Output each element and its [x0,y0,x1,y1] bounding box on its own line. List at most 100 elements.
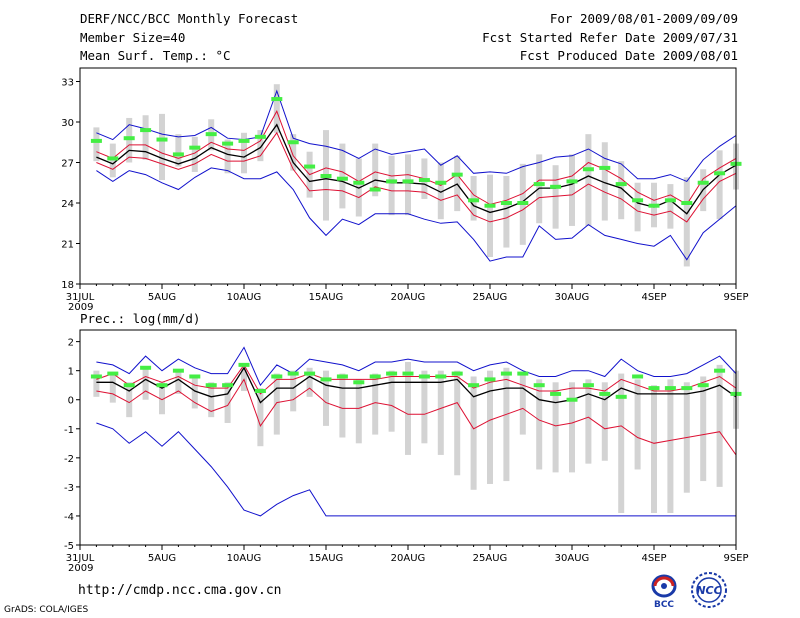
range-bar [241,132,247,174]
observation-bar [615,182,627,187]
y-tick-label: -2 [64,454,74,465]
range-bar [503,176,510,248]
range-bar [536,379,543,470]
observation-bar [599,391,611,396]
range-bar [552,382,559,473]
chart-panel-2: Prec.: log(mm/d) -5 -4 -3 -2 -1 0 1 2 31JUL 5AUG 10… [64,311,749,574]
y-tick-label: 2 [68,338,74,349]
x-tick-label: 15AUG [309,553,344,564]
observation-bar [304,164,316,169]
observation-bar [386,371,398,376]
x-tick-label: 31JUL [66,292,95,303]
range-bar [323,370,329,426]
observation-bar [550,184,562,189]
observation-bar [468,383,480,388]
range-bar [191,136,198,172]
range-bar [667,184,674,229]
range-bar [273,373,280,435]
range-bar [126,382,133,418]
observation-bar [484,203,496,208]
range-bar [503,367,510,482]
range-bar [175,370,182,394]
range-bar [208,382,215,418]
range-bar [306,367,313,397]
range-bar [618,373,625,514]
observation-bar [172,152,184,157]
range-bar [191,376,198,409]
website-url[interactable]: http://cmdp.ncc.cma.gov.cn [78,583,282,598]
range-bar [601,382,608,461]
observation-bar [189,145,201,150]
observation-bar [386,179,398,184]
range-bar [634,182,641,232]
observation-bar [271,97,283,102]
observation-bar [172,368,184,373]
observation-bar [615,394,627,399]
x-tick-label: 10AUG [227,553,262,564]
range-bar [651,385,657,514]
range-bar [470,376,477,490]
bcc-logo-text: BCC [654,600,674,609]
observation-bar [287,140,299,145]
range-bar [339,373,346,438]
range-bar [126,117,133,163]
observation-bar [632,198,644,203]
x-tick-label: 20AUG [391,553,426,564]
observation-bar [140,128,152,133]
observation-bar [468,198,480,203]
range-bar [421,370,428,444]
observation-bar [484,377,496,382]
range-bar [142,367,149,400]
observation-bar [90,138,102,143]
range-bar [601,142,608,221]
x-tick-label: 9SEP [723,292,748,303]
range-bar [339,143,346,209]
observation-bar [123,383,135,388]
observation-bar [107,371,119,376]
y-tick-label: 24 [61,199,74,210]
range-bar [487,370,493,484]
observation-bar [402,179,414,184]
range-bar [437,162,444,220]
observation-bar [648,203,660,208]
observation-bar [714,368,726,373]
observation-bar [287,371,299,376]
lower-spread-line [96,131,737,223]
member-size-label: Member Size=40 [80,30,186,45]
range-bar [388,155,395,216]
observation-bar [238,362,250,367]
observation-bar [418,178,430,183]
x-tick-label: 20AUG [391,292,426,303]
min-line [96,167,737,262]
x-year-label: 2009 [68,302,93,313]
observation-bar [418,374,430,379]
x-tick-label: 5AUG [148,553,176,564]
observation-bar [451,371,463,376]
range-bar [487,174,493,257]
range-bar [716,150,723,220]
x-tick-label: 4SEP [641,553,666,564]
chart-title: DERF/NCC/BCC Monthly Forecast [80,11,299,26]
range-bar [667,379,674,514]
observation-bar [451,172,463,177]
y-tick-label: 27 [61,159,74,170]
range-bar [109,143,116,178]
observation-bar [599,165,611,170]
range-bar [290,134,297,171]
forecast-start-date-label: Fcst Started Refer Date 2009/07/31 [482,30,738,45]
y-tick-label: 18 [61,280,74,291]
observation-bar [189,374,201,379]
range-bar [569,154,575,226]
chart-panel-1: 18 21 24 27 30 33 31JUL 5AUG 10AUG 15AUG 20AUG 25AU… [61,67,749,313]
y-tick-label: 30 [61,118,74,129]
observation-bar [681,386,693,391]
range-bar [290,370,297,412]
range-bar [437,370,444,455]
range-bar [224,382,231,423]
observation-bar [435,180,447,185]
observation-bar [566,397,578,402]
observation-bar [336,176,348,181]
observation-bar [435,374,447,379]
range-bar [93,127,100,162]
observation-bar [582,383,594,388]
